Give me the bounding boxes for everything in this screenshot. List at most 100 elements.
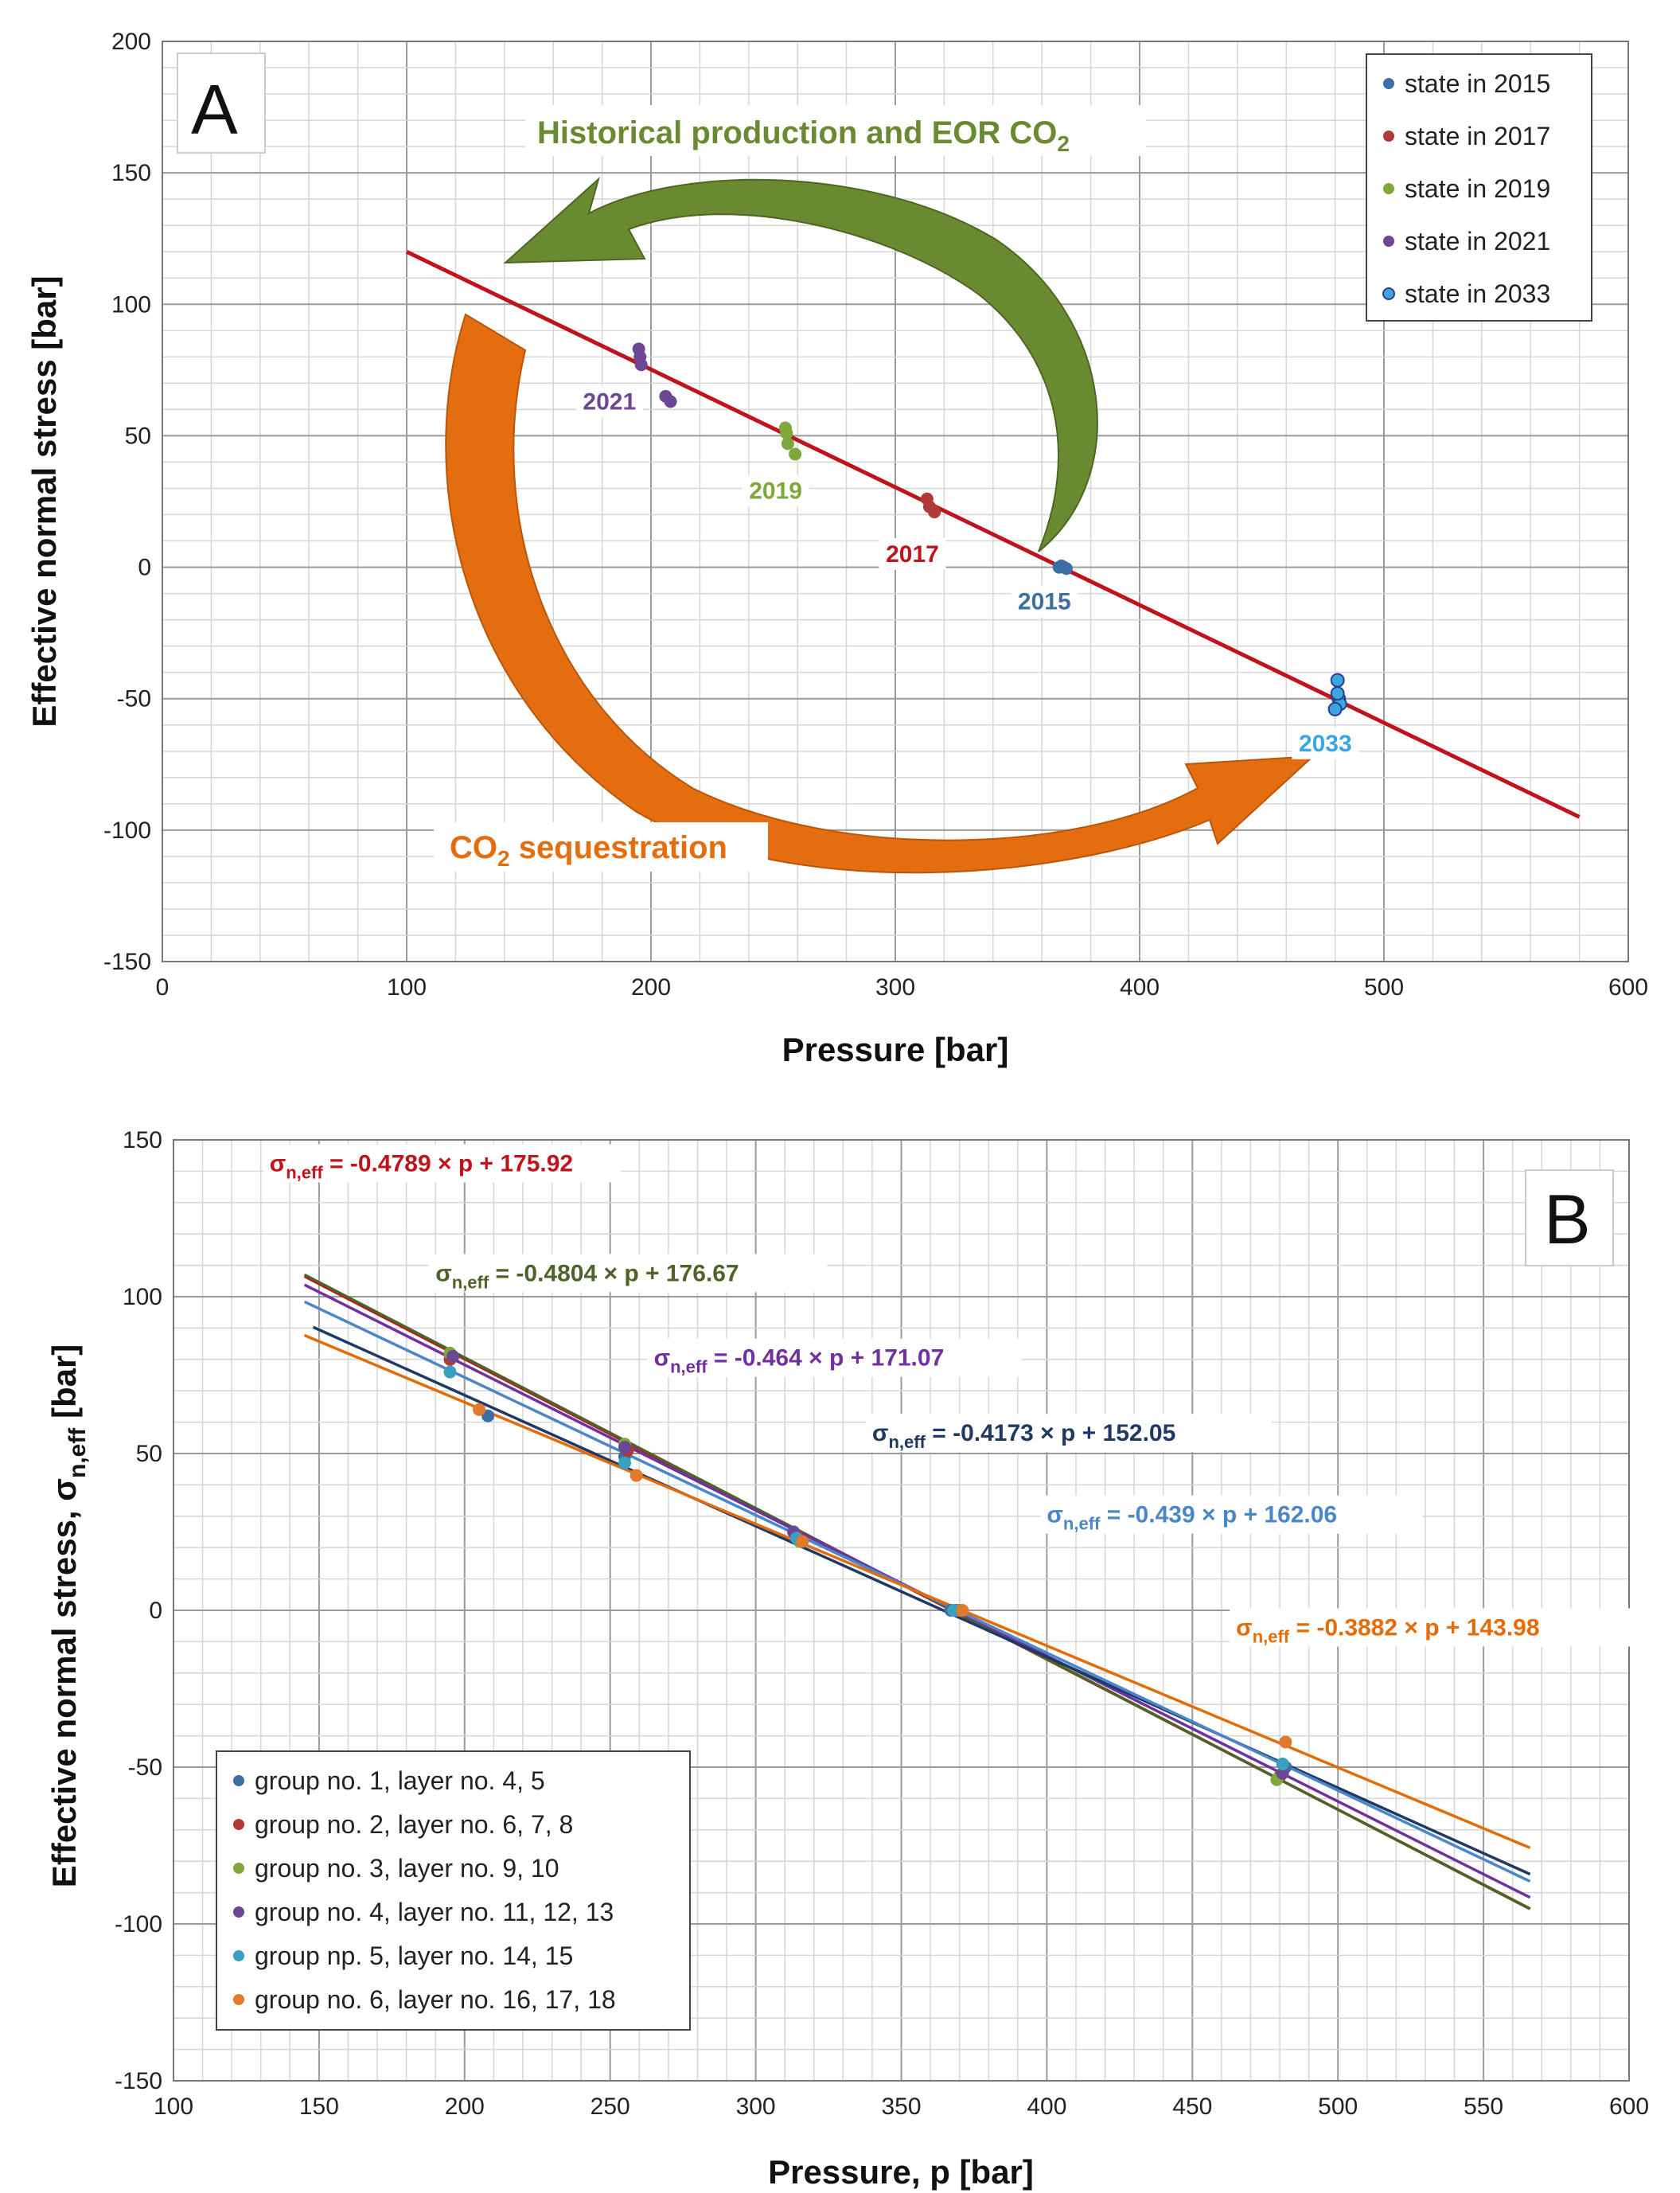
panel-a-legend-entry: state in 2017 (1405, 122, 1550, 150)
panel-a-legend-entry: state in 2015 (1405, 69, 1550, 98)
panel-b-data-point (630, 1469, 643, 1482)
panel-a-y-tick-label: -150 (103, 949, 151, 975)
fit-equation: σn,eff = -0.3882 × p + 143.98 (1236, 1615, 1539, 1647)
panel-b-legend-entry: group no. 1, layer no. 4, 5 (255, 1766, 545, 1795)
equation-background (865, 1414, 1272, 1453)
panel-b-data-point (443, 1365, 457, 1379)
panel-b-y-tick-label: 50 (136, 1441, 162, 1467)
panel-b-x-tick-label: 350 (881, 2093, 921, 2120)
panel-a-y-tick-label: 50 (125, 423, 151, 449)
panel-b-x-tick-label: 150 (299, 2093, 339, 2120)
panel-a-legend-marker (1383, 131, 1394, 142)
panel-a-legend: state in 2015 state in 2017 state in 2019 s… (1366, 53, 1592, 322)
panel-b-x-tick-label: 200 (445, 2093, 485, 2120)
panel-a-legend-marker (1382, 287, 1395, 300)
panel-b-tick-labels: 100 150 200 250 300 350 400 450 500 550 600-150-10… (115, 1127, 1649, 2120)
equation-background (429, 1254, 828, 1293)
panel-b-legend-entry: group no. 2, layer no. 6, 7, 8 (255, 1810, 573, 1839)
panel-b-x-tick-label: 550 (1464, 2093, 1503, 2120)
panel-b-x-tick-label: 450 (1172, 2093, 1212, 2120)
equation-background (1230, 1608, 1636, 1647)
panel-b-x-tick-label: 400 (1027, 2093, 1066, 2120)
panel-a-y-axis-label: Effective normal stress [bar] (25, 275, 63, 727)
panel-a-legend-marker (1383, 183, 1394, 194)
panel-b-fit-line (312, 1325, 1531, 1876)
green-label-background (525, 105, 1146, 156)
panel-b-x-tick-label: 600 (1609, 2093, 1649, 2120)
panel-b-legend-marker (233, 1819, 244, 1830)
panel-b-data-point (956, 1604, 969, 1617)
year-label: 2033 (1299, 731, 1352, 757)
panel-a-x-tick-label: 400 (1120, 974, 1160, 1001)
green-annotation-subscript: 2 (1057, 131, 1070, 156)
panel-b-equations: σn,eff = -0.4789 × p + 175.92 σn,eff = -0… (263, 1144, 1636, 1647)
panel-a-y-tick-label: 0 (138, 555, 151, 581)
panel-a-data-point (1330, 673, 1345, 688)
orange-annotation-label: CO2 sequestration (450, 830, 727, 871)
co2-sequestration-arrow (445, 313, 1316, 874)
panel-a-legend-entry: state in 2019 (1405, 174, 1550, 203)
panel-b-y-tick-label: 150 (123, 1127, 162, 1153)
panel-a-x-tick-label: 200 (631, 974, 671, 1001)
year-label: 2019 (749, 478, 802, 505)
historical-production-arrow (503, 176, 1098, 552)
panel-b-y-tick-label: -150 (115, 2068, 162, 2094)
panel-a-data-point (780, 427, 793, 440)
panel-b-y-tick-label: -100 (115, 1911, 162, 1937)
panel-b-y-tick-label: 0 (149, 1598, 162, 1624)
panel-a-label-box (177, 53, 266, 154)
panel-b-x-tick-label: 100 (154, 2093, 193, 2120)
fit-equation: σn,eff = -0.464 × p + 171.07 (654, 1345, 945, 1377)
panel-b-label-box (1525, 1169, 1614, 1266)
panel-b-data-point (1276, 1766, 1289, 1780)
panel-a-x-tick-label: 500 (1364, 974, 1404, 1001)
panel-a-data-point (1327, 701, 1343, 716)
panel-b-legend-box (216, 1750, 691, 2031)
panel-b-legend-entry: group no. 6, layer no. 16, 17, 18 (255, 1985, 616, 2014)
panel-b-data-point (1279, 1735, 1292, 1749)
panel-a-legend-entry: state in 2033 (1405, 279, 1550, 308)
panel-a-tick-labels: 0 100 200 300 400 500 600 -150 -100 -50 0 50 100 150 2… (103, 29, 1648, 1001)
panel-a-legend-marker (1383, 78, 1394, 89)
year-label-background (742, 474, 809, 507)
panel-a-x-tick-label: 600 (1608, 974, 1648, 1001)
panel-a-x-tick-label: 300 (875, 974, 915, 1001)
green-annotation-label: Historical production and EOR CO2 (537, 115, 1070, 156)
panel-b-legend-marker (233, 1863, 244, 1874)
panel-a-y-tick-label: 200 (111, 29, 151, 55)
panel-b-y-axis-label: Effective normal stress, σn,eff [bar] (45, 1344, 91, 1888)
panel-b-data-point (947, 1604, 961, 1617)
panel-b-legend-entry: group no. 4, layer no. 11, 12, 13 (255, 1898, 614, 1926)
panel-b-data-point (618, 1456, 631, 1469)
panel-b-legend-marker (233, 1775, 244, 1786)
panel-a-data-point (928, 505, 941, 519)
panel-b-legend-marker (233, 1950, 244, 1961)
panel-b-data-point (796, 1535, 809, 1548)
panel-b-legend-entry: group np. 5, layer no. 14, 15 (255, 1941, 573, 1970)
fit-equation: σn,eff = -0.4173 × p + 152.05 (872, 1420, 1175, 1452)
panel-b-legend: group no. 1, layer no. 4, 5 group no. 2, … (216, 1750, 691, 2031)
panel-a-y-tick-label: 100 (111, 291, 151, 318)
panel-a-trend-line (405, 249, 1581, 819)
panel-a-legend-box (1366, 53, 1592, 322)
panel-a-data-point (664, 395, 677, 408)
fit-equation: σn,eff = -0.4789 × p + 175.92 (270, 1150, 573, 1182)
year-label-background (879, 537, 946, 570)
panel-b-data-point (473, 1403, 486, 1416)
panel-a: Historical production and EOR CO2 CO2 se… (25, 29, 1648, 1068)
panel-a-legend-marker (1383, 236, 1394, 247)
equation-background (647, 1338, 1022, 1377)
panel-b-fit-line (303, 1333, 1531, 1850)
panel-a-data-point (789, 447, 802, 461)
panel-a-x-axis-label: Pressure [bar] (782, 1031, 1009, 1068)
equation-background (263, 1144, 622, 1183)
panel-a-data-point (1059, 562, 1073, 576)
panel-b-data-point (446, 1349, 460, 1363)
orange-label-background (434, 822, 768, 872)
panel-b-fit-lines (303, 1273, 1531, 1910)
orange-annotation-subscript: 2 (497, 846, 510, 871)
panel-b-legend-marker (233, 1906, 244, 1918)
year-label-background (1011, 585, 1078, 618)
panel-b-data-point (1276, 1758, 1289, 1771)
